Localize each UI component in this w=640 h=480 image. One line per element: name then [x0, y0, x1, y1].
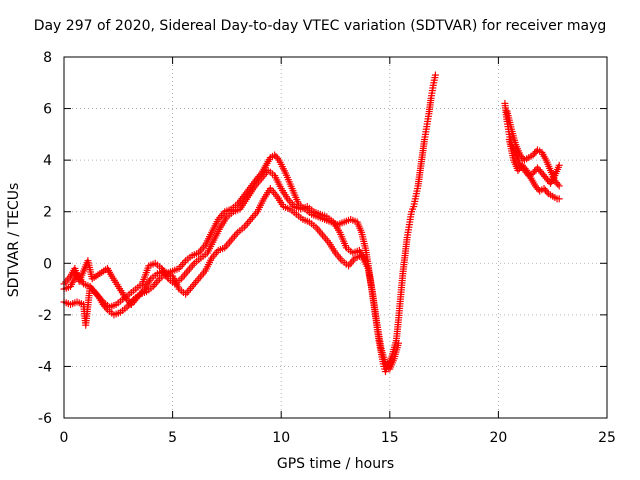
grid-lines — [64, 57, 607, 418]
data-point — [431, 71, 439, 79]
plot-frame — [63, 56, 608, 419]
x-tick-label: 5 — [168, 430, 177, 446]
data-point — [555, 182, 563, 190]
data-point-fill — [521, 165, 529, 173]
data-point-fill — [274, 154, 282, 162]
data-point — [394, 339, 402, 347]
data-point — [362, 257, 370, 265]
data-points — [60, 71, 563, 376]
data-series — [505, 136, 563, 203]
x-tick-label: 15 — [381, 430, 399, 446]
y-tick-label: 8 — [43, 50, 52, 66]
x-tick-label: 20 — [489, 430, 507, 446]
y-tick-label: 6 — [43, 102, 52, 118]
data-series — [60, 166, 370, 311]
x-axis-label: GPS time / hours — [276, 456, 395, 472]
data-series — [503, 107, 563, 190]
data-point — [555, 161, 563, 169]
y-tick-label: -2 — [38, 308, 52, 324]
chart-title: Day 297 of 2020, Sidereal Day-to-day VTE… — [33, 18, 607, 34]
y-tick-label: 2 — [43, 205, 52, 221]
y-tick-label: 4 — [43, 153, 52, 169]
data-point-fill — [543, 188, 551, 196]
y-tick-label: -6 — [38, 411, 52, 427]
y-tick-label: 0 — [43, 256, 52, 272]
data-point — [555, 195, 563, 203]
data-point-fill — [554, 180, 562, 188]
x-tick-label: 25 — [598, 430, 616, 446]
y-tick-label: -4 — [38, 359, 52, 375]
data-series — [60, 185, 402, 373]
x-tick-label: 0 — [60, 430, 69, 446]
axis-ticks: 0 5 10 15 20 25 -6 -4 -2 0 2 4 6 8 — [38, 50, 616, 446]
x-tick-label: 10 — [272, 430, 290, 446]
